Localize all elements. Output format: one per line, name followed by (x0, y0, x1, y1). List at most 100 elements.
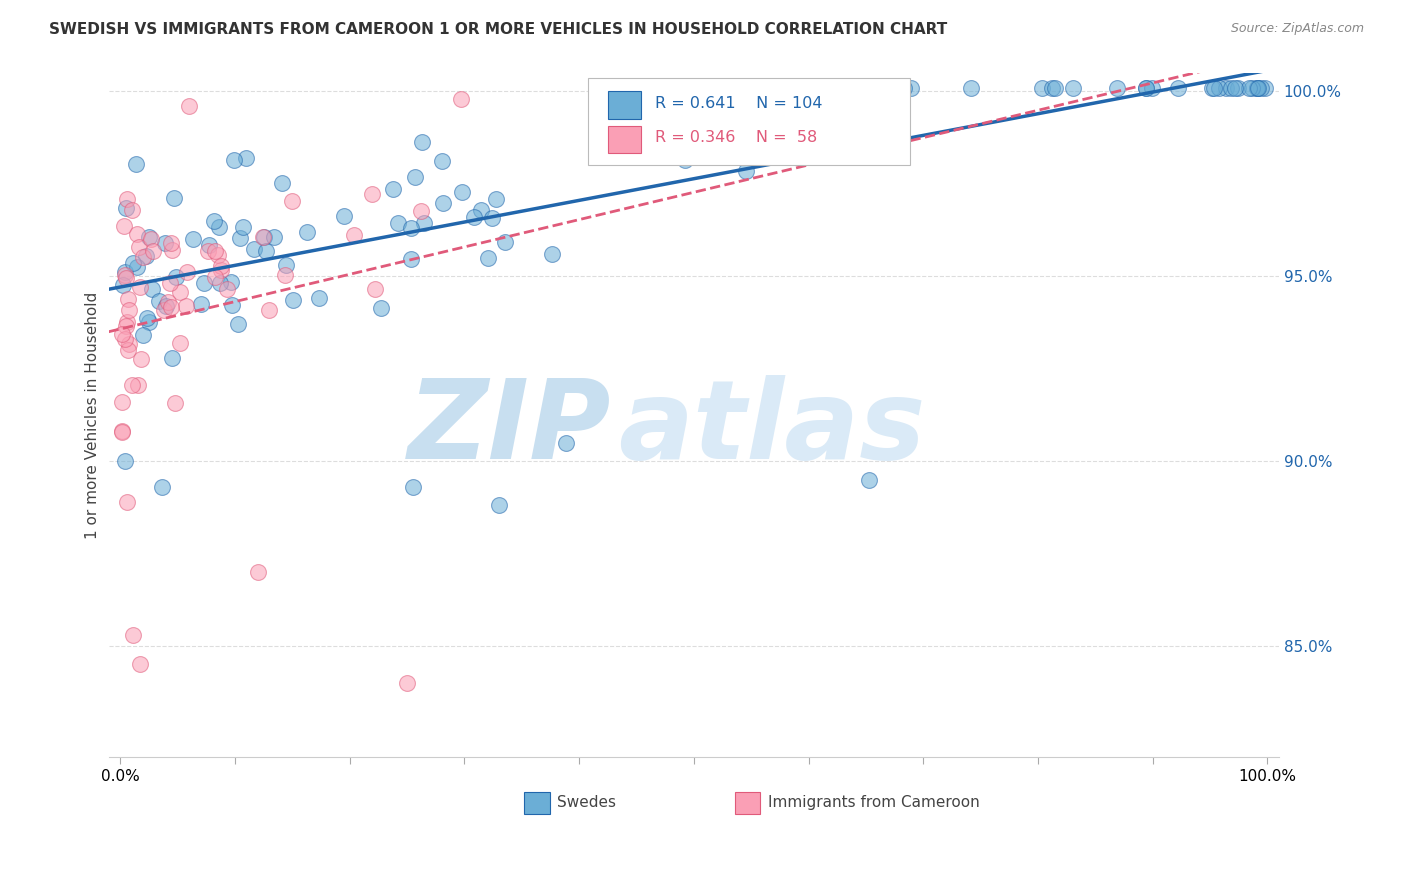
Swedes (333, 209, 356, 223)
Swedes (679, 137, 702, 152)
Swedes (198, 238, 221, 252)
Immigrants from Cameroon (139, 232, 162, 246)
Immigrants from Cameroon (209, 259, 232, 273)
Swedes (451, 186, 474, 200)
Swedes (114, 265, 136, 279)
Immigrants from Cameroon (165, 396, 187, 410)
Swedes (1241, 80, 1264, 95)
Swedes (221, 298, 243, 312)
Immigrants from Cameroon (115, 192, 138, 206)
Y-axis label: 1 or more Vehicles in Household: 1 or more Vehicles in Household (86, 292, 100, 539)
Swedes (412, 216, 434, 230)
Immigrants from Cameroon (361, 186, 384, 201)
Swedes (727, 80, 749, 95)
Swedes (404, 169, 426, 184)
Swedes (1031, 80, 1053, 95)
Immigrants from Cameroon (111, 425, 134, 439)
Swedes (254, 244, 277, 258)
FancyBboxPatch shape (609, 126, 641, 153)
Immigrants from Cameroon (118, 303, 141, 318)
Swedes (387, 216, 409, 230)
Swedes (1040, 80, 1063, 95)
Swedes (276, 258, 298, 272)
Immigrants from Cameroon (132, 250, 155, 264)
Swedes (252, 230, 274, 244)
Swedes (131, 328, 153, 343)
Text: R = 0.641    N = 104: R = 0.641 N = 104 (655, 95, 823, 111)
Immigrants from Cameroon (169, 285, 191, 299)
Immigrants from Cameroon (174, 299, 197, 313)
Swedes (1062, 80, 1084, 95)
Swedes (900, 80, 922, 95)
Immigrants from Cameroon (395, 676, 418, 690)
Immigrants from Cameroon (342, 227, 364, 242)
Swedes (613, 80, 636, 95)
Swedes (165, 269, 187, 284)
Immigrants from Cameroon (121, 202, 143, 217)
Swedes (135, 310, 157, 325)
Immigrants from Cameroon (129, 279, 152, 293)
Immigrants from Cameroon (117, 343, 139, 357)
Immigrants from Cameroon (169, 335, 191, 350)
Immigrants from Cameroon (125, 227, 148, 242)
Swedes (730, 80, 752, 95)
Swedes (432, 196, 454, 211)
Swedes (858, 473, 880, 487)
Swedes (555, 435, 578, 450)
Immigrants from Cameroon (128, 240, 150, 254)
Immigrants from Cameroon (117, 292, 139, 306)
Immigrants from Cameroon (152, 303, 174, 318)
Swedes (541, 246, 564, 260)
FancyBboxPatch shape (735, 792, 761, 814)
FancyBboxPatch shape (524, 792, 550, 814)
Swedes (138, 230, 160, 244)
Swedes (1140, 80, 1163, 95)
Swedes (1226, 80, 1249, 95)
Swedes (127, 260, 149, 275)
Swedes (148, 293, 170, 308)
Text: SWEDISH VS IMMIGRANTS FROM CAMEROON 1 OR MORE VEHICLES IN HOUSEHOLD CORRELATION : SWEDISH VS IMMIGRANTS FROM CAMEROON 1 OR… (49, 22, 948, 37)
Swedes (190, 297, 212, 311)
Swedes (232, 220, 254, 235)
Swedes (382, 182, 405, 196)
Swedes (370, 301, 392, 315)
Immigrants from Cameroon (111, 395, 134, 409)
Swedes (162, 351, 184, 365)
Swedes (614, 94, 637, 108)
Swedes (1167, 80, 1189, 95)
Immigrants from Cameroon (409, 203, 432, 218)
Immigrants from Cameroon (160, 236, 183, 251)
Immigrants from Cameroon (246, 565, 269, 579)
Swedes (243, 242, 266, 256)
Swedes (263, 229, 285, 244)
Immigrants from Cameroon (127, 378, 149, 392)
Immigrants from Cameroon (128, 657, 150, 672)
Immigrants from Cameroon (209, 263, 232, 277)
Swedes (959, 80, 981, 95)
Swedes (1135, 80, 1157, 95)
Immigrants from Cameroon (160, 244, 183, 258)
Swedes (114, 454, 136, 468)
Text: ZIP: ZIP (408, 376, 612, 482)
Immigrants from Cameroon (112, 219, 135, 233)
Text: Swedes: Swedes (557, 795, 616, 810)
Swedes (860, 126, 883, 140)
Swedes (470, 202, 492, 217)
Immigrants from Cameroon (129, 352, 152, 367)
Swedes (297, 225, 319, 239)
Swedes (686, 80, 709, 95)
Text: Source: ZipAtlas.com: Source: ZipAtlas.com (1230, 22, 1364, 36)
Swedes (193, 276, 215, 290)
Swedes (281, 293, 304, 307)
Swedes (135, 249, 157, 263)
Swedes (823, 80, 845, 95)
Immigrants from Cameroon (176, 265, 198, 279)
Immigrants from Cameroon (207, 248, 229, 262)
Immigrants from Cameroon (204, 269, 226, 284)
Immigrants from Cameroon (114, 332, 136, 346)
Swedes (463, 211, 485, 225)
Swedes (1215, 80, 1237, 95)
Swedes (125, 157, 148, 171)
Swedes (1208, 80, 1230, 95)
Swedes (485, 192, 508, 206)
